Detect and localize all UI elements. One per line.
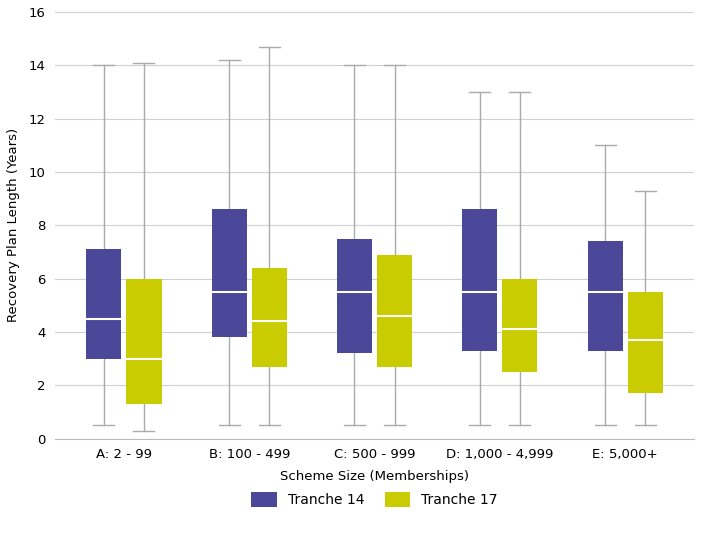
Y-axis label: Recovery Plan Length (Years): Recovery Plan Length (Years)	[7, 128, 20, 323]
Bar	[212, 209, 247, 338]
Bar	[627, 292, 662, 393]
Bar	[86, 249, 121, 358]
Bar	[126, 279, 161, 404]
Bar	[587, 241, 622, 350]
Bar	[337, 239, 372, 353]
Bar	[462, 209, 497, 350]
Bar	[377, 255, 412, 366]
Legend: Tranche 14, Tranche 17: Tranche 14, Tranche 17	[246, 487, 503, 513]
X-axis label: Scheme Size (Memberships): Scheme Size (Memberships)	[280, 470, 469, 483]
Bar	[252, 268, 287, 366]
Bar	[503, 279, 538, 372]
